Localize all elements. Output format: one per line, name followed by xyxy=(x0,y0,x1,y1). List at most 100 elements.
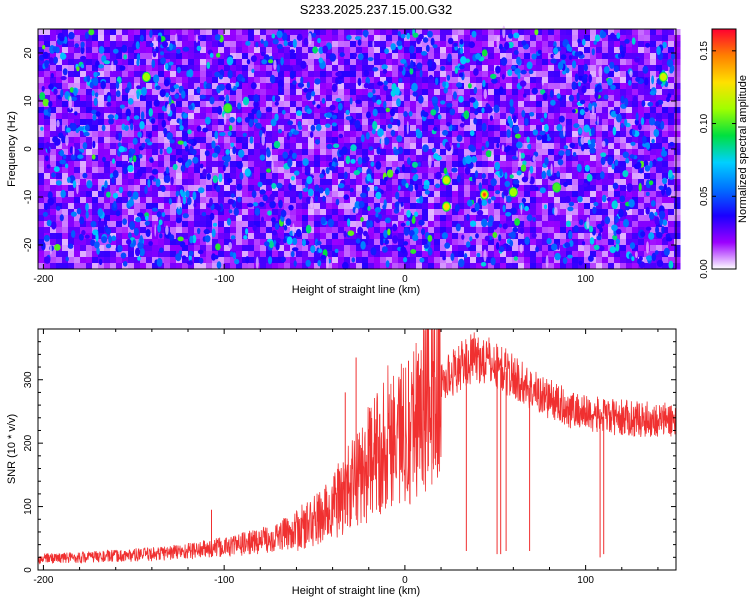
heatmap-cell xyxy=(626,191,633,198)
heatmap-cell xyxy=(404,95,411,102)
heatmap-blob xyxy=(157,224,162,233)
heatmap-cell xyxy=(620,215,627,222)
heatmap-blob xyxy=(227,131,232,137)
heatmap-cell xyxy=(68,131,75,138)
heatmap-cell xyxy=(626,197,633,204)
heatmap-cell xyxy=(434,53,441,60)
heatmap-blob xyxy=(232,252,237,260)
heatmap-blob xyxy=(39,92,46,101)
heatmap-cell xyxy=(332,167,339,174)
heatmap-cell xyxy=(650,155,657,162)
heatmap-blob xyxy=(349,187,354,193)
heatmap-cell xyxy=(362,35,369,42)
heatmap-cell xyxy=(674,83,681,90)
heatmap-cell xyxy=(302,29,309,36)
heatmap-cell xyxy=(446,227,453,234)
heatmap-cell xyxy=(398,185,405,192)
heatmap-cell xyxy=(542,71,549,78)
heatmap-cell xyxy=(554,107,561,114)
heatmap-cell xyxy=(668,131,675,138)
heatmap-cell xyxy=(374,113,381,120)
heatmap-cell xyxy=(218,65,225,72)
heatmap-cell xyxy=(572,65,579,72)
heatmap-cell xyxy=(608,113,615,120)
heatmap-cell xyxy=(500,137,507,144)
heatmap-cell xyxy=(266,131,273,138)
heatmap-cell xyxy=(62,251,69,258)
heatmap-cell xyxy=(284,251,291,258)
heatmap-cell xyxy=(158,251,165,258)
heatmap-cell xyxy=(674,245,681,252)
heatmap-cell xyxy=(212,257,219,264)
heatmap-cell xyxy=(134,155,141,162)
heatmap-cell xyxy=(332,233,339,240)
heatmap-cell xyxy=(224,209,231,216)
heatmap-cell xyxy=(200,155,207,162)
heatmap-blob xyxy=(403,111,408,118)
heatmap-cell xyxy=(104,65,111,72)
heatmap-cell xyxy=(668,239,675,246)
heatmap-cell xyxy=(662,161,669,168)
heatmap-cell xyxy=(644,131,651,138)
heatmap-cell xyxy=(116,161,123,168)
heatmap-cell xyxy=(620,35,627,42)
heatmap-cell xyxy=(626,209,633,216)
heatmap-cell xyxy=(188,191,195,198)
heatmap-cell xyxy=(398,125,405,132)
heatmap-blob xyxy=(51,221,57,230)
heatmap-cell xyxy=(458,101,465,108)
heatmap-cell xyxy=(536,77,543,84)
heatmap-cell xyxy=(638,191,645,198)
heatmap-cell xyxy=(518,263,525,270)
heatmap-cell xyxy=(428,137,435,144)
heatmap-cell xyxy=(56,155,63,162)
heatmap-cell xyxy=(338,125,345,132)
heatmap-cell xyxy=(206,239,213,246)
heatmap-cell xyxy=(338,185,345,192)
heatmap-cell xyxy=(80,251,87,258)
heatmap-cell xyxy=(548,29,555,36)
heatmap-blob xyxy=(262,194,268,202)
heatmap-cell xyxy=(344,47,351,54)
heatmap-cell xyxy=(278,137,285,144)
heatmap-cell xyxy=(104,221,111,228)
heatmap-cell xyxy=(146,161,153,168)
heatmap-cell xyxy=(668,77,675,84)
heatmap-cell xyxy=(218,113,225,120)
heatmap-cell xyxy=(152,71,159,78)
heatmap-cell xyxy=(242,77,249,84)
heatmap-cell xyxy=(656,95,663,102)
heatmap-cell xyxy=(410,203,417,210)
heatmap-cell xyxy=(266,95,273,102)
heatmap-cell xyxy=(668,179,675,186)
heatmap-cell xyxy=(272,71,279,78)
heatmap-cell xyxy=(338,197,345,204)
heatmap-cell xyxy=(134,131,141,138)
heatmap-cell xyxy=(530,107,537,114)
heatmap-cell xyxy=(128,35,135,42)
heatmap-cell xyxy=(206,131,213,138)
heatmap-cell xyxy=(302,227,309,234)
heatmap-cell xyxy=(548,113,555,120)
heatmap-cell xyxy=(482,77,489,84)
heatmap-cell xyxy=(398,47,405,54)
heatmap-cell xyxy=(566,107,573,114)
heatmap-blob xyxy=(117,132,122,142)
heatmap-cell xyxy=(518,89,525,96)
heatmap-cell xyxy=(584,71,591,78)
heatmap-cell xyxy=(254,59,261,66)
heatmap-cell xyxy=(500,101,507,108)
heatmap-cell xyxy=(296,41,303,48)
heatmap-cell xyxy=(326,191,333,198)
heatmap-cell xyxy=(644,137,651,144)
heatmap-cell xyxy=(164,185,171,192)
heatmap-cell xyxy=(80,95,87,102)
heatmap-cell xyxy=(392,179,399,186)
heatmap-cell xyxy=(662,65,669,72)
heatmap-cell xyxy=(476,101,483,108)
heatmap-cell xyxy=(152,119,159,126)
heatmap-cell xyxy=(146,263,153,270)
heatmap-cell xyxy=(92,47,99,54)
heatmap-cell xyxy=(632,65,639,72)
heatmap-cell xyxy=(380,227,387,234)
